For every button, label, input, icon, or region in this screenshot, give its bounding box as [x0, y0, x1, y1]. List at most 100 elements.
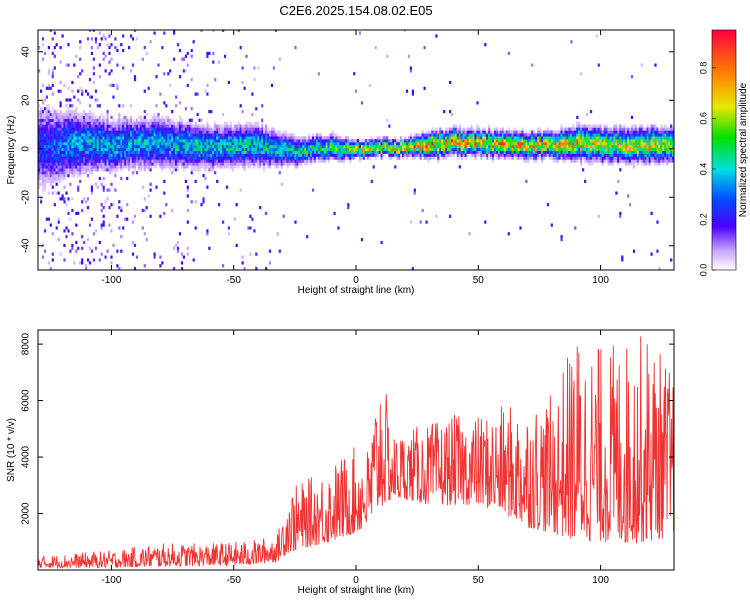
spectrogram-cell	[292, 147, 295, 151]
spectrogram-cell	[427, 150, 430, 154]
spectrogram-cell	[128, 118, 131, 122]
spectrogram-cell	[110, 144, 113, 149]
spectrogram-cell	[435, 139, 438, 143]
spectrogram-cell	[83, 147, 86, 151]
spectrogram-cell	[450, 144, 454, 149]
spectrogram-cell	[45, 162, 48, 166]
spectrogram-cell	[427, 159, 430, 163]
spectrogram-cell	[615, 147, 618, 151]
spectrogram-cell	[112, 133, 115, 137]
spectrogram-cell	[102, 124, 105, 128]
spectrogram-cell	[171, 130, 174, 134]
spectrogram-cell	[310, 142, 313, 146]
spectrogram-cell	[290, 142, 293, 146]
spectrogram-cell	[380, 156, 383, 160]
spectrogram-cell	[75, 127, 78, 131]
spectrogram-cell	[108, 136, 111, 140]
spectrogram-cell	[337, 159, 340, 163]
spectrogram-cell	[613, 147, 616, 151]
spectrogram-cell	[409, 142, 412, 146]
spectrogram-cell	[196, 165, 199, 169]
spectrogram-cell	[511, 133, 514, 137]
spectrogram-cell	[672, 153, 674, 157]
spectrogram-cell	[90, 165, 93, 169]
spectrogram-cell	[646, 156, 649, 160]
spectrogram-cell	[231, 156, 234, 160]
spectrogram-cell	[59, 162, 62, 166]
spectrogram-cell	[86, 127, 90, 131]
spectrogram-cell	[239, 104, 242, 108]
spectrogram-cell	[519, 130, 522, 134]
spectrogram-cell	[198, 153, 201, 157]
spectrogram-cell	[433, 153, 436, 157]
spectrogram-cell	[599, 153, 602, 157]
spectrogram-cell	[233, 133, 236, 137]
spectrogram-cell	[200, 147, 203, 151]
spectrogram-cell	[654, 147, 657, 151]
spectrogram-cell	[212, 162, 215, 166]
spectrogram-cell	[81, 153, 84, 157]
spectrogram-cell	[552, 156, 555, 160]
spectrogram-cell	[627, 127, 630, 131]
spectrogram-cell	[104, 121, 107, 125]
spectrogram-cell	[220, 150, 223, 154]
spectrogram-cell	[75, 159, 78, 163]
spectrogram-cell	[462, 150, 465, 154]
spectrogram-cell	[488, 124, 491, 128]
spectrogram-cell	[411, 147, 414, 151]
spectrogram-cell	[145, 139, 148, 143]
spectrogram-cell	[331, 144, 334, 149]
spectrogram-cell	[71, 150, 74, 154]
spectrogram-cell	[617, 133, 620, 137]
spectrogram-cell	[525, 156, 528, 160]
spectrogram-cell	[427, 144, 430, 149]
spectrogram-cell	[51, 191, 54, 195]
spectrogram-cell	[591, 142, 594, 146]
spectrogram-cell	[601, 136, 604, 140]
spectrogram-cell	[431, 136, 434, 140]
spectrogram-cell	[294, 150, 297, 154]
spectrogram-cell	[192, 147, 195, 151]
spectrogram-cell	[110, 139, 113, 143]
spectrogram-cell	[122, 142, 125, 146]
spectrogram-cell	[454, 136, 457, 140]
spectrogram-cell	[480, 156, 483, 160]
spectrogram-cell	[376, 150, 379, 154]
spectrogram-cell	[403, 30, 407, 32]
spectrogram-cell	[435, 127, 438, 131]
spectrogram-cell	[104, 127, 107, 131]
spectrogram-cell	[49, 223, 52, 227]
spectrogram-cell	[77, 142, 80, 146]
spectrogram-cell	[92, 150, 95, 154]
spectrogram-cell	[167, 121, 170, 125]
spectrogram-cell	[619, 142, 622, 146]
spectrogram-cell	[484, 142, 487, 146]
spectrogram-cell	[319, 153, 322, 157]
spectrogram-cell	[345, 139, 348, 143]
spectrogram-cell	[38, 46, 41, 50]
spectrogram-cell	[92, 57, 95, 61]
spectrogram-cell	[214, 150, 217, 154]
spectrogram-cell	[141, 156, 144, 160]
spectrogram-cell	[126, 133, 129, 137]
spectrogram-cell	[112, 142, 115, 146]
spectrogram-cell	[169, 165, 172, 169]
spectrogram-cell	[296, 142, 299, 146]
spectrogram-cell	[466, 153, 469, 157]
spectrogram-cell	[85, 165, 88, 169]
spectrogram-cell	[329, 150, 332, 154]
spectrogram-cell	[69, 156, 72, 160]
spectrogram-cell	[582, 139, 585, 143]
spectrogram-cell	[222, 30, 225, 32]
spectrogram-cell	[77, 127, 80, 131]
spectrogram-cell	[55, 176, 58, 181]
spectrogram-cell	[220, 139, 223, 143]
spectrogram-cell	[578, 127, 581, 131]
spectrogram-cell	[321, 150, 324, 154]
spectrogram-cell	[77, 246, 80, 250]
spectrogram-cell	[306, 235, 309, 239]
spectrogram-cell	[204, 144, 207, 149]
spectrogram-cell	[443, 133, 446, 137]
spectrogram-cell	[192, 142, 195, 146]
spectrogram-cell	[155, 127, 158, 131]
